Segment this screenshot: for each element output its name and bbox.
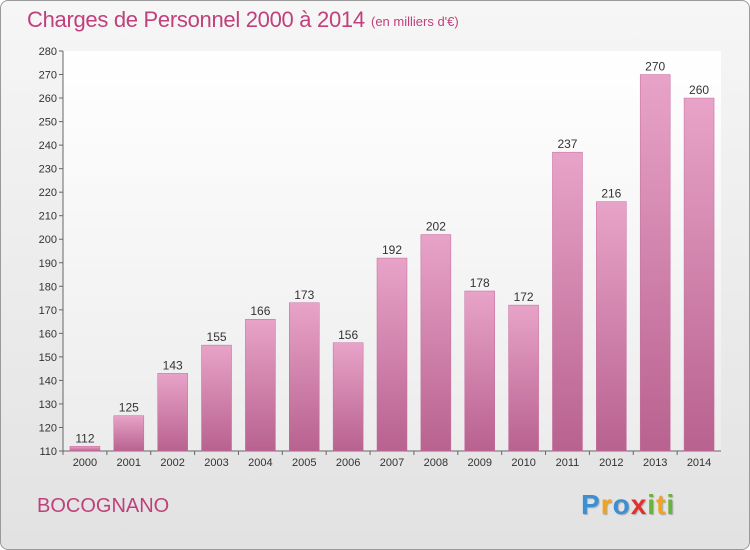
x-tick-label-2004: 2004 [248, 457, 272, 469]
proxiti-logo-letter: i [666, 489, 676, 520]
data-label-2014: 260 [689, 83, 709, 97]
y-tick-label: 150 [39, 352, 57, 364]
bar-2005 [289, 302, 320, 452]
data-label-2001: 125 [119, 401, 139, 415]
x-tick-label-2013: 2013 [643, 457, 667, 469]
x-tick-label-2005: 2005 [292, 457, 316, 469]
chart-title: Charges de Personnel 2000 à 2014 [27, 7, 365, 32]
y-tick-label: 260 [39, 93, 57, 105]
bar-2004 [245, 318, 276, 452]
x-tick-label-2007: 2007 [380, 457, 404, 469]
data-label-2012: 216 [601, 187, 621, 201]
proxiti-logo: Proxiti [581, 489, 675, 521]
x-tick-label-2012: 2012 [599, 457, 623, 469]
data-label-2013: 270 [645, 60, 665, 74]
x-tick-label-2009: 2009 [467, 457, 491, 469]
bar-2003 [201, 344, 232, 452]
x-tick-label-2000: 2000 [73, 457, 97, 469]
bar-2012 [596, 201, 627, 452]
y-tick-label: 210 [39, 211, 57, 223]
x-tick-label-2003: 2003 [204, 457, 228, 469]
y-tick-label: 170 [39, 305, 57, 317]
y-tick-label: 110 [39, 446, 57, 458]
y-tick-label: 180 [39, 281, 57, 293]
x-tick-label-2008: 2008 [424, 457, 448, 469]
x-tick-label-2014: 2014 [687, 457, 711, 469]
data-label-2009: 178 [470, 276, 490, 290]
bar-2008 [420, 234, 452, 452]
bars [69, 74, 715, 452]
data-label-2004: 166 [250, 304, 270, 318]
y-axis: 110 120 130 140 150 160 170 180 190 200 210 220 230 2… [39, 46, 64, 458]
proxiti-logo-letter: i [647, 489, 657, 520]
proxiti-logo-letter: x [630, 489, 648, 520]
bar-2007 [376, 257, 408, 452]
bar-2013 [639, 74, 671, 452]
x-tick-label-2002: 2002 [160, 457, 184, 469]
commune-name: BOCOGNANO [37, 495, 170, 517]
y-tick-label: 270 [39, 70, 57, 82]
bar-2010 [508, 304, 539, 452]
x-tick-label-2011: 2011 [556, 457, 580, 469]
data-label-2011: 237 [557, 137, 577, 151]
chart-unit: (en milliers d'€) [371, 14, 459, 29]
data-label-2005: 173 [294, 288, 314, 302]
y-tick-label: 240 [39, 140, 57, 152]
x-axis: 2000 2001 2002 2003 2004 2005 2006 2007 2008 2009… [62, 450, 721, 469]
data-labels: 112 125 143 155 166 173 156 192 202 178 172 237 216 2… [75, 60, 709, 446]
data-label-2007: 192 [382, 243, 402, 257]
proxiti-logo-letter: r [600, 489, 613, 520]
bar-2002 [157, 373, 188, 452]
y-tick-label: 230 [39, 164, 57, 176]
bar-2000 [69, 446, 101, 452]
data-label-2008: 202 [426, 220, 446, 234]
data-label-2002: 143 [163, 358, 183, 372]
y-tick-label: 120 [39, 422, 57, 434]
y-tick-label: 250 [39, 117, 57, 129]
data-label-2003: 155 [207, 330, 227, 344]
y-tick-label: 190 [39, 258, 57, 270]
bar-2006 [332, 342, 364, 452]
x-tick-label-2010: 2010 [511, 457, 535, 469]
data-label-2006: 156 [338, 328, 358, 342]
bar-2001 [113, 415, 145, 452]
y-tick-label: 220 [39, 187, 57, 199]
proxiti-logo-letter: t [656, 489, 667, 520]
bar-2014 [683, 97, 715, 452]
y-tick-label: 280 [39, 46, 57, 58]
x-tick-label-2001: 2001 [117, 457, 141, 469]
bar-2009 [464, 290, 495, 452]
y-tick-label: 140 [39, 375, 57, 387]
x-tick-label-2006: 2006 [336, 457, 360, 469]
y-tick-label: 130 [39, 399, 57, 411]
y-tick-label: 160 [39, 328, 57, 340]
bar-2011 [552, 151, 583, 452]
proxiti-logo-letter: o [612, 489, 631, 520]
proxiti-logo-letter: P [581, 489, 601, 520]
y-tick-label: 200 [39, 234, 57, 246]
data-label-2000: 112 [75, 431, 94, 445]
data-label-2010: 172 [514, 290, 534, 304]
